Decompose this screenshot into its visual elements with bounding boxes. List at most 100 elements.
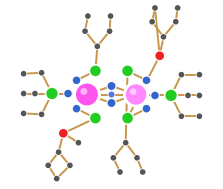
Circle shape (106, 28, 113, 35)
Circle shape (106, 81, 117, 91)
Circle shape (89, 64, 102, 78)
Circle shape (53, 175, 60, 182)
Circle shape (81, 28, 89, 35)
Circle shape (38, 111, 45, 118)
Circle shape (123, 140, 128, 146)
Circle shape (20, 110, 27, 117)
Circle shape (151, 4, 159, 12)
Circle shape (84, 12, 91, 20)
Circle shape (54, 176, 60, 181)
Circle shape (178, 71, 185, 78)
Circle shape (196, 92, 203, 99)
Circle shape (46, 88, 58, 99)
Circle shape (117, 169, 123, 175)
Circle shape (107, 28, 112, 34)
Circle shape (20, 90, 27, 97)
Circle shape (150, 91, 160, 100)
Circle shape (175, 5, 180, 11)
Circle shape (196, 93, 202, 98)
Circle shape (67, 163, 73, 168)
Circle shape (21, 91, 27, 96)
Circle shape (122, 66, 133, 76)
Circle shape (94, 43, 101, 50)
Circle shape (196, 71, 203, 78)
Circle shape (139, 168, 146, 176)
Circle shape (123, 81, 149, 108)
Circle shape (72, 75, 81, 85)
Circle shape (45, 86, 59, 101)
Circle shape (107, 82, 116, 90)
Circle shape (149, 19, 155, 25)
Circle shape (151, 92, 159, 99)
Circle shape (58, 128, 69, 139)
Circle shape (121, 111, 134, 125)
Circle shape (196, 113, 203, 120)
Circle shape (179, 72, 184, 77)
Circle shape (164, 88, 178, 103)
Circle shape (56, 149, 61, 155)
Circle shape (107, 99, 116, 107)
Circle shape (160, 33, 167, 40)
Circle shape (142, 104, 151, 114)
Circle shape (161, 34, 166, 40)
Circle shape (134, 155, 140, 161)
Circle shape (107, 12, 114, 20)
Circle shape (85, 13, 91, 19)
Circle shape (73, 81, 101, 108)
Circle shape (173, 19, 179, 25)
Circle shape (152, 5, 158, 11)
Circle shape (165, 90, 177, 101)
Circle shape (142, 75, 151, 85)
Circle shape (66, 162, 74, 169)
Circle shape (63, 89, 73, 98)
Circle shape (82, 28, 88, 34)
Circle shape (126, 84, 146, 105)
Circle shape (32, 91, 38, 96)
Circle shape (73, 105, 80, 112)
Circle shape (174, 4, 181, 12)
Circle shape (38, 69, 45, 76)
Circle shape (20, 70, 27, 77)
Circle shape (108, 13, 113, 19)
Circle shape (172, 18, 179, 25)
Circle shape (31, 90, 39, 97)
Circle shape (76, 84, 98, 105)
Circle shape (178, 113, 185, 120)
Circle shape (80, 88, 87, 95)
Circle shape (155, 51, 164, 60)
Circle shape (143, 105, 150, 112)
Circle shape (73, 77, 80, 84)
Circle shape (110, 154, 117, 161)
Circle shape (185, 93, 191, 98)
Circle shape (90, 113, 101, 123)
Circle shape (130, 88, 136, 95)
Circle shape (75, 139, 82, 146)
Circle shape (90, 66, 101, 76)
Circle shape (154, 50, 165, 61)
Circle shape (196, 113, 202, 119)
Circle shape (45, 163, 51, 168)
Circle shape (122, 139, 129, 146)
Circle shape (39, 70, 44, 76)
Circle shape (196, 72, 202, 77)
Circle shape (116, 168, 124, 176)
Circle shape (45, 162, 52, 169)
Circle shape (76, 140, 81, 146)
Circle shape (108, 91, 115, 98)
Circle shape (72, 104, 81, 114)
Circle shape (108, 91, 115, 98)
Circle shape (184, 92, 192, 99)
Circle shape (39, 112, 44, 117)
Circle shape (21, 111, 27, 116)
Circle shape (122, 113, 133, 123)
Circle shape (111, 155, 116, 161)
Circle shape (55, 149, 62, 156)
Circle shape (143, 77, 150, 84)
Circle shape (179, 113, 184, 119)
Circle shape (106, 98, 117, 108)
Circle shape (121, 64, 134, 78)
Circle shape (64, 90, 72, 97)
Circle shape (95, 43, 100, 49)
Circle shape (149, 18, 156, 25)
Circle shape (89, 111, 102, 125)
